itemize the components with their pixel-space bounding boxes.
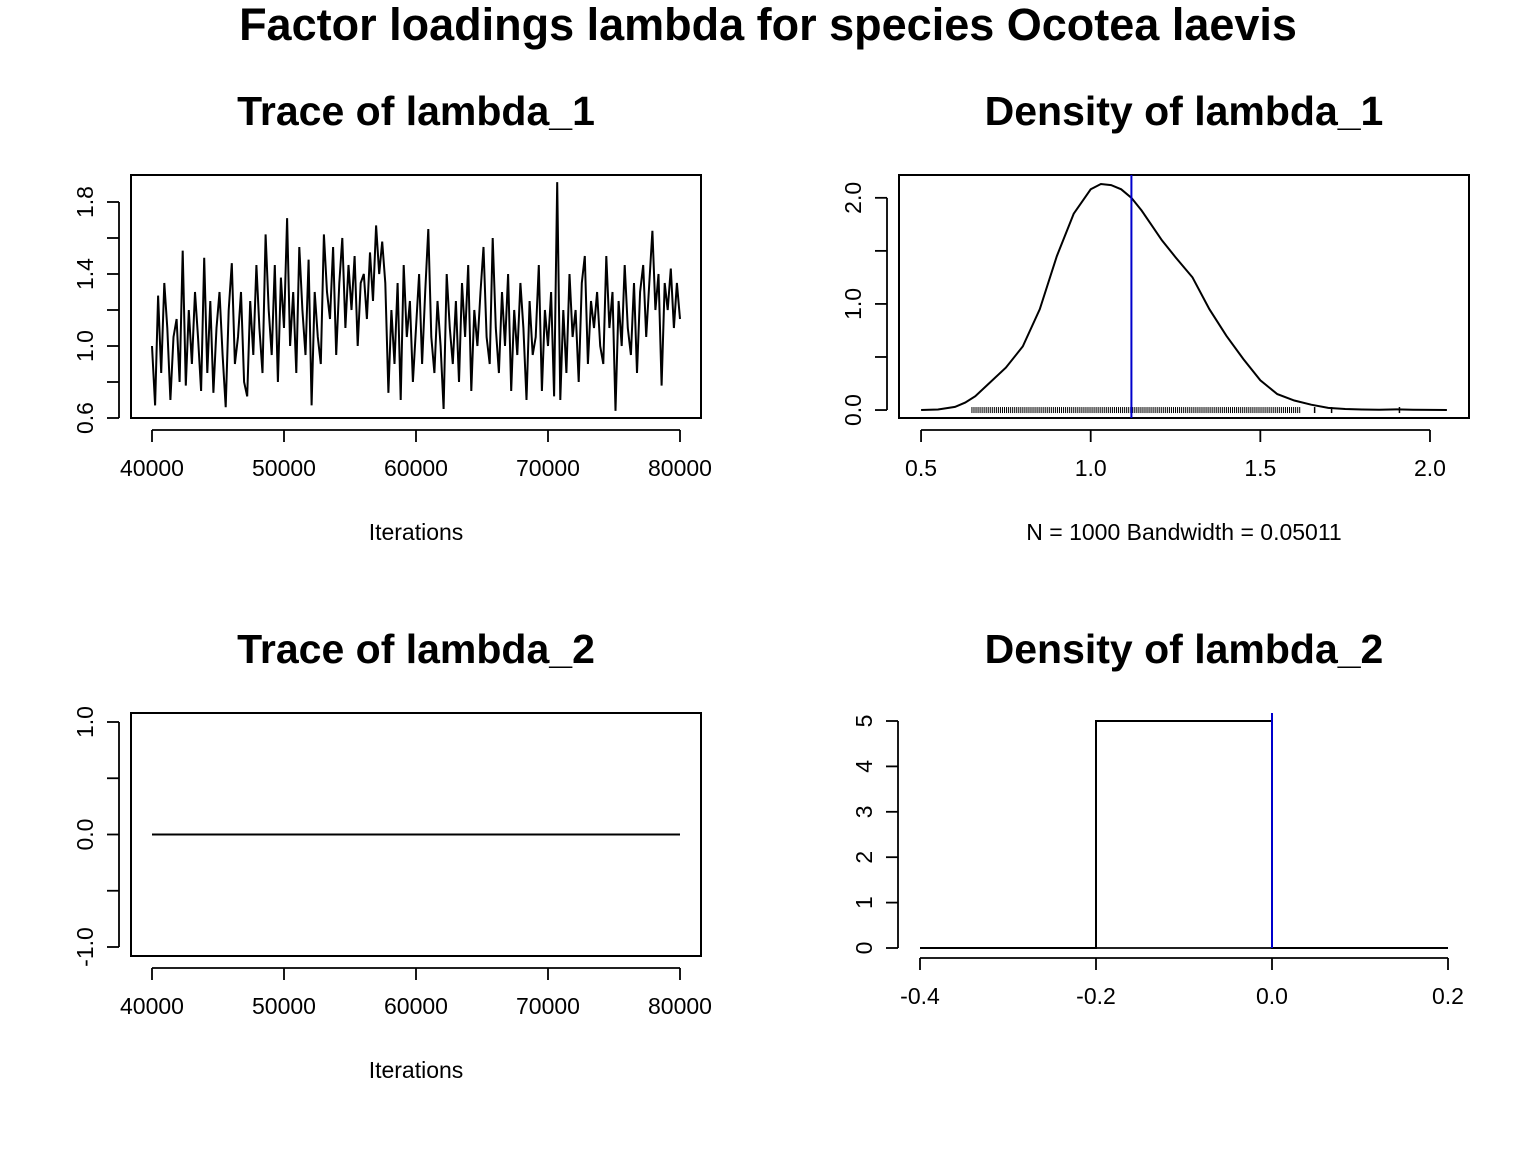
y-tick-label: 1.8 [72,186,98,218]
x-tick-label: 50000 [252,993,316,1019]
plot-frame [130,712,702,957]
x-tick-label: -0.4 [900,983,940,1009]
rug-marks [971,407,1401,414]
density-lambda2-title: Density of lambda_2 [985,626,1384,672]
density-lambda1-title: Density of lambda_1 [985,88,1384,134]
x-tick-label: 0.2 [1432,983,1464,1009]
trace-lambda2-title: Trace of lambda_2 [237,626,595,672]
x-tick-label: 1.5 [1244,455,1276,481]
series-line [151,182,681,411]
y-tick-label: 1.4 [72,258,98,290]
plot-frame [130,174,702,419]
series-line [920,720,1448,949]
y-tick-label: 1.0 [840,288,866,320]
x-axis: -0.4 -0.2 0.0 0.2 [900,957,1464,1009]
x-axis-label: Iterations [369,1057,464,1083]
y-tick-label: 4 [851,760,877,773]
x-axis-label: Iterations [369,519,464,545]
y-tick-label: 2.0 [840,182,866,214]
x-tick-label: 80000 [648,993,712,1019]
x-tick-label: 80000 [648,455,712,481]
y-axis: -1.0 0.0 1.0 [72,706,120,967]
y-axis: 0.6 1.0 1.4 1.8 [72,186,120,434]
y-tick-label: 0 [851,942,877,955]
series-line [921,182,1447,411]
y-tick-label: 1.0 [72,706,98,738]
y-tick-label: 5 [851,715,877,728]
x-tick-label: 70000 [516,993,580,1019]
trace-lambda1-panel: Trace of lambda_1 40000 50000 60000 70000 80… [72,88,712,545]
density-lambda1-marks [921,175,1447,418]
y-tick-label: -1.0 [72,927,98,967]
plot-frame [898,174,1470,419]
x-axis: 40000 50000 60000 70000 80000 [120,967,712,1019]
trace-lambda1-marks [151,182,681,411]
trace-lambda2-panel: Trace of lambda_2 40000 50000 60000 70000 80… [72,626,712,1083]
y-axis: 0.0 1.0 2.0 [840,182,888,426]
x-tick-label: 0.5 [905,455,937,481]
x-tick-label: 60000 [384,993,448,1019]
x-tick-label: -0.2 [1076,983,1116,1009]
figure-title: Factor loadings lambda for species Ocote… [239,0,1297,50]
y-tick-label: 1.0 [72,330,98,362]
y-tick-label: 3 [851,805,877,818]
x-tick-label: 60000 [384,455,448,481]
x-tick-label: 1.0 [1075,455,1107,481]
x-tick-label: 70000 [516,455,580,481]
y-tick-label: 2 [851,851,877,864]
x-tick-label: 50000 [252,455,316,481]
density-lambda1-panel: Density of lambda_1 0.5 1.0 1.5 2.0 0.0 1.0 2… [840,88,1470,545]
x-tick-label: 0.0 [1256,983,1288,1009]
y-tick-label: 0.0 [840,394,866,426]
trace-lambda1-title: Trace of lambda_1 [237,88,595,134]
x-axis: 40000 50000 60000 70000 80000 [120,429,712,481]
density-lambda2-marks [920,713,1448,949]
density-lambda2-panel: Density of lambda_2 -0.4 -0.2 0.0 0.2 0 1 2 3 4… [851,626,1464,1009]
y-tick-label: 0.6 [72,402,98,434]
y-axis: 0 1 2 3 4 5 [851,715,899,955]
x-tick-label: 40000 [120,455,184,481]
x-tick-label: 40000 [120,993,184,1019]
y-tick-label: 1 [851,896,877,909]
y-tick-label: 0.0 [72,819,98,851]
x-axis: 0.5 1.0 1.5 2.0 [905,429,1446,481]
bandwidth-label: N = 1000 Bandwidth = 0.05011 [1026,519,1341,545]
x-tick-label: 2.0 [1414,455,1446,481]
